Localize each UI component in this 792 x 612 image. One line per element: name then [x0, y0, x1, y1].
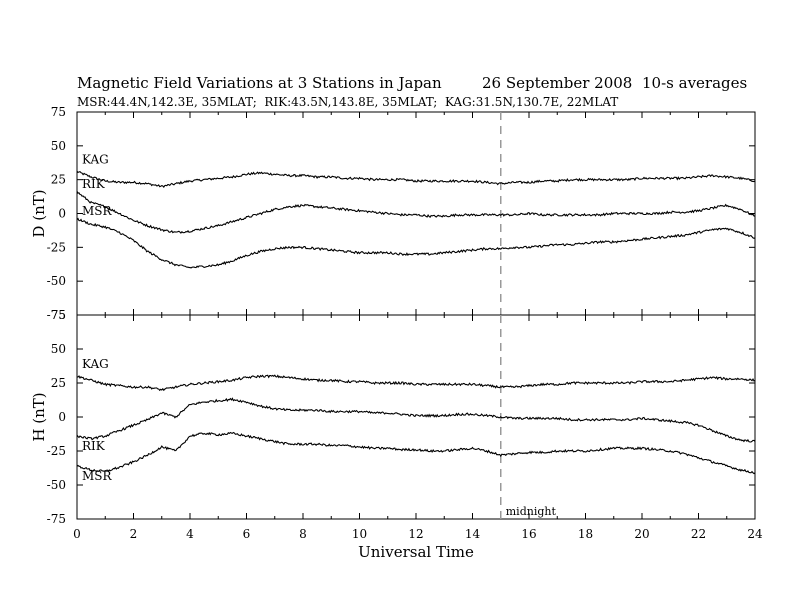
chart-subtitle: MSR:44.4N,142.3E, 35MLAT; RIK:43.5N,143.…: [77, 95, 618, 109]
x-tick-label: 8: [299, 527, 307, 541]
y-tick-label: 75: [51, 105, 66, 119]
x-tick-label: 22: [691, 527, 706, 541]
x-tick-label: 12: [408, 527, 423, 541]
x-tick-label: 16: [521, 527, 536, 541]
y-tick-label: 25: [51, 376, 66, 390]
y-tick-label: 50: [51, 139, 66, 153]
y-tick-label: -50: [47, 274, 66, 288]
y-tick-label: 25: [51, 173, 66, 187]
x-tick-label: 24: [747, 527, 763, 541]
chart-averaging: 10-s averages: [642, 74, 747, 92]
y-tick-label: -25: [47, 444, 66, 458]
x-tick-label: 14: [465, 527, 481, 541]
y-tick-label: -25: [47, 240, 66, 254]
y-tick-label: -50: [47, 478, 66, 492]
x-axis-label: Universal Time: [358, 543, 474, 561]
plot-frame: [76, 314, 756, 520]
series-line-msr: [76, 431, 756, 475]
series-line-msr: [76, 217, 756, 269]
y-axis-label: D (nT): [30, 189, 48, 237]
chart-date: 26 September 2008: [482, 74, 632, 92]
x-tick-label: 10: [352, 527, 367, 541]
y-tick-label: 0: [58, 410, 66, 424]
series-label-msr: MSR: [82, 204, 113, 218]
y-tick-label: -75: [47, 512, 66, 526]
series-line-rik: [76, 190, 756, 234]
chart-header: Magnetic Field Variations at 3 Stations …: [77, 74, 747, 109]
x-tick-label: 4: [186, 527, 194, 541]
x-tick-label: 18: [578, 527, 593, 541]
x-tick-label: 2: [130, 527, 138, 541]
series-label-kag: KAG: [82, 357, 109, 371]
y-tick-label: -75: [47, 308, 66, 322]
x-tick-label: 20: [634, 527, 649, 541]
series-line-rik: [76, 397, 756, 443]
y-tick-label: 0: [58, 207, 66, 221]
midnight-label: midnight: [506, 505, 557, 518]
y-axis-label: H (nT): [30, 392, 48, 441]
y-tick-label: 75: [51, 308, 66, 322]
series-label-rik: RIK: [82, 439, 106, 453]
series-line-kag: [76, 374, 756, 392]
series-line-kag: [76, 170, 756, 188]
series-label-kag: KAG: [82, 153, 109, 167]
chart-title: Magnetic Field Variations at 3 Stations …: [77, 74, 442, 92]
y-tick-label: 50: [51, 342, 66, 356]
x-tick-label: 0: [73, 527, 81, 541]
series-label-msr: MSR: [82, 469, 113, 483]
series-label-rik: RIK: [82, 177, 106, 191]
x-tick-label: 6: [243, 527, 251, 541]
